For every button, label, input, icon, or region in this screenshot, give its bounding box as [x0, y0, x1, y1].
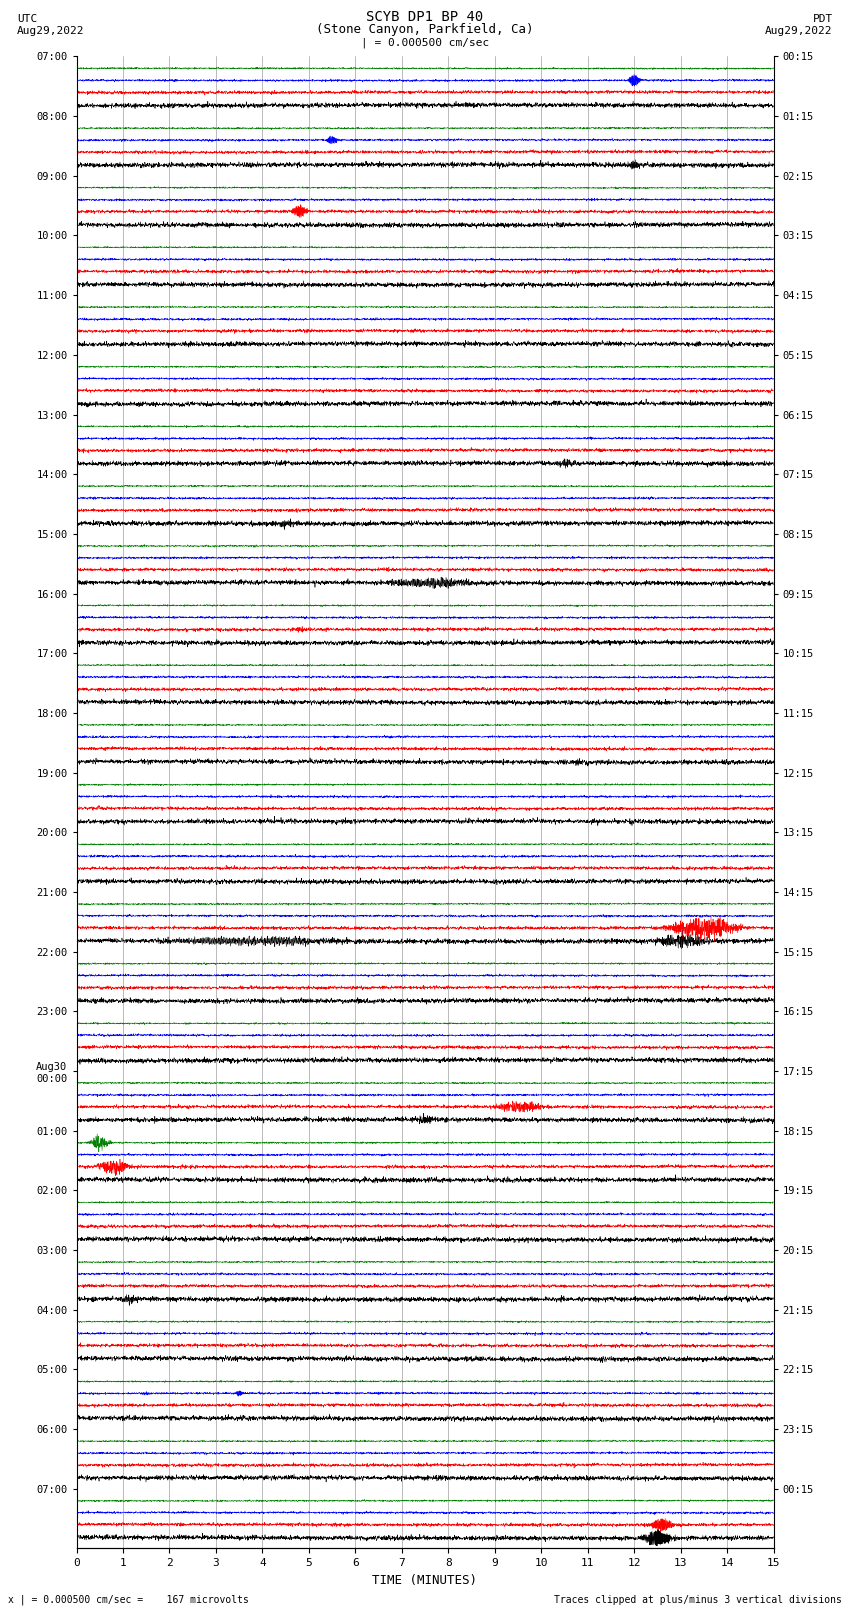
Text: PDT: PDT — [813, 13, 833, 24]
Text: Traces clipped at plus/minus 3 vertical divisions: Traces clipped at plus/minus 3 vertical … — [553, 1595, 842, 1605]
Text: x | = 0.000500 cm/sec =    167 microvolts: x | = 0.000500 cm/sec = 167 microvolts — [8, 1594, 249, 1605]
Text: (Stone Canyon, Parkfield, Ca): (Stone Canyon, Parkfield, Ca) — [316, 23, 534, 35]
Text: Aug29,2022: Aug29,2022 — [17, 26, 85, 35]
Text: SCYB DP1 BP 40: SCYB DP1 BP 40 — [366, 10, 484, 24]
Text: UTC: UTC — [17, 13, 37, 24]
Text: | = 0.000500 cm/sec: | = 0.000500 cm/sec — [361, 37, 489, 47]
X-axis label: TIME (MINUTES): TIME (MINUTES) — [372, 1574, 478, 1587]
Text: Aug29,2022: Aug29,2022 — [765, 26, 833, 35]
